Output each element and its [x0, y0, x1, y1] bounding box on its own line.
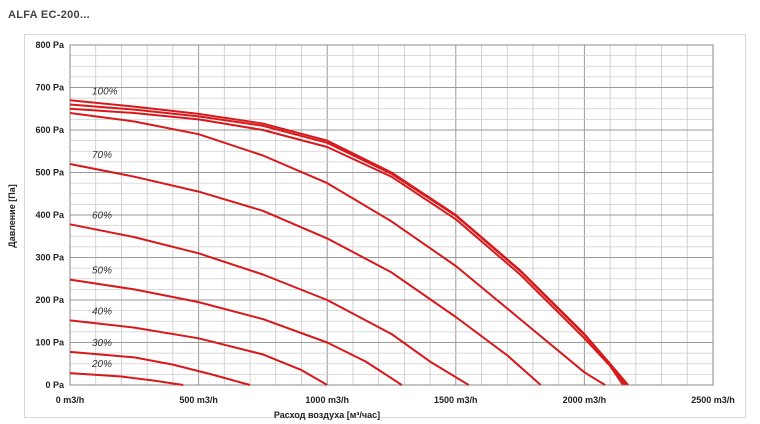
y-tick-label: 500 Pa — [35, 168, 65, 178]
fan-curve-line — [69, 223, 470, 386]
y-tick-label: 700 Pa — [35, 83, 65, 93]
fan-curve-line — [69, 103, 627, 386]
curve-label: 70% — [92, 150, 112, 161]
curve-label-layer: 100% 70% 60% 50% 40% 30% 20% — [91, 86, 118, 370]
series-layer — [69, 99, 629, 386]
axis-layer: 0 m3/h 500 m3/h 1000 m3/h 1500 m3/h 2000 m3/… — [35, 40, 734, 405]
fan-curve-line — [69, 112, 606, 386]
fan-curve-line — [69, 350, 251, 386]
x-tick-label: 1000 m3/h — [305, 395, 349, 405]
y-tick-label: 100 Pa — [35, 338, 65, 348]
x-tick-label: 2000 m3/h — [563, 395, 607, 405]
curve-label: 40% — [92, 306, 112, 317]
fan-curve-line — [69, 372, 184, 386]
y-tick-label: 600 Pa — [35, 125, 65, 135]
grid-layer — [69, 44, 714, 386]
fan-curve-line — [69, 107, 624, 386]
y-tick-label: 0 Pa — [45, 380, 65, 390]
y-tick-label: 800 Pa — [35, 40, 65, 50]
curve-label: 20% — [91, 359, 112, 370]
fan-curve-line — [69, 278, 403, 386]
x-tick-label: 2500 m3/h — [691, 395, 735, 405]
y-tick-label: 400 Pa — [35, 210, 65, 220]
x-tick-label: 0 m3/h — [56, 395, 85, 405]
curve-label: 60% — [92, 210, 112, 221]
page-title: ALFA EC-200... — [8, 9, 91, 21]
fan-curve-line — [69, 163, 542, 386]
fan-curve-line — [69, 319, 328, 386]
plot-area-border — [69, 44, 714, 386]
y-tick-label: 300 Pa — [35, 253, 65, 263]
curve-label: 50% — [92, 266, 112, 277]
curve-label: 30% — [92, 338, 112, 349]
x-tick-label: 500 m3/h — [179, 395, 218, 405]
y-axis-label: Давление [Па] — [7, 184, 17, 247]
curve-label: 100% — [92, 86, 118, 97]
y-tick-label: 200 Pa — [35, 295, 65, 305]
x-axis-label: Расход воздуха [м³/час] — [274, 410, 380, 420]
x-tick-label: 1500 m3/h — [434, 395, 478, 405]
